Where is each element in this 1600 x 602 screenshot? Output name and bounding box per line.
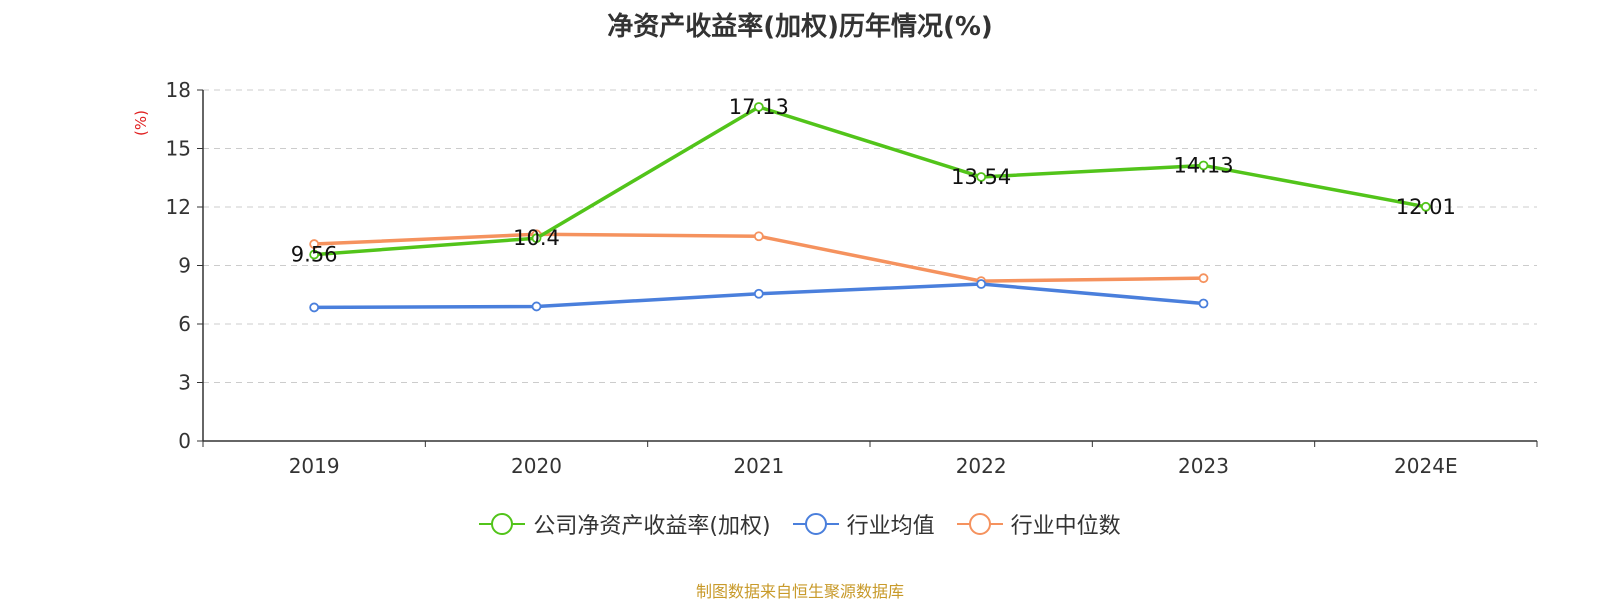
x-tick-label: 2023 bbox=[1178, 454, 1229, 478]
axes: 0 3 6 9 12 15 18 2019 2020 2021 2022 2023 2024E bbox=[166, 78, 1538, 478]
y-tick-label: 9 bbox=[178, 254, 191, 278]
y-tick-label: 12 bbox=[166, 195, 191, 219]
data-point bbox=[1198, 298, 1209, 309]
y-tick-label: 15 bbox=[166, 137, 191, 161]
series-line bbox=[314, 232, 1204, 283]
legend-label: 行业中位数 bbox=[1010, 514, 1121, 539]
data-point bbox=[531, 301, 542, 312]
legend-item[interactable]: 行业中位数 bbox=[956, 508, 1121, 540]
data-label: 13.54 bbox=[951, 165, 1011, 189]
legend-item[interactable]: 公司净资产收益率(加权) bbox=[479, 508, 771, 540]
data-label: 10.4 bbox=[513, 226, 560, 250]
data-label: 17.13 bbox=[729, 95, 789, 119]
data-point bbox=[1198, 160, 1209, 171]
y-tick-label: 0 bbox=[178, 429, 191, 453]
data-point bbox=[1198, 273, 1209, 284]
series-lines bbox=[309, 102, 1431, 313]
data-label: 9.56 bbox=[291, 243, 338, 267]
x-tick-label: 2022 bbox=[956, 454, 1007, 478]
data-labels: 9.56 10.4 17.13 13.54 14.13 12.01 bbox=[291, 95, 1456, 267]
series-line bbox=[314, 105, 1427, 257]
x-tick-label: 2024E bbox=[1394, 454, 1458, 478]
y-tick-label: 18 bbox=[166, 78, 191, 102]
legend-marker-icon bbox=[956, 513, 1003, 535]
legend-marker-icon bbox=[792, 513, 839, 535]
data-point bbox=[309, 239, 320, 249]
data-point bbox=[531, 233, 542, 244]
legend: 公司净资产收益率(加权) 行业均值 行业中位数 bbox=[0, 508, 1600, 540]
x-tick-label: 2020 bbox=[511, 454, 562, 478]
data-label: 12.01 bbox=[1396, 195, 1456, 219]
data-point bbox=[753, 288, 764, 299]
data-point bbox=[309, 249, 320, 260]
data-point bbox=[309, 302, 320, 313]
grid-lines bbox=[203, 89, 1537, 383]
legend-label: 公司净资产收益率(加权) bbox=[533, 514, 771, 539]
data-point bbox=[753, 231, 764, 242]
data-point bbox=[1420, 201, 1431, 212]
data-label: 14.13 bbox=[1173, 153, 1233, 177]
data-source-note: 制图数据来自恒生聚源数据库 bbox=[695, 582, 904, 601]
legend-marker-icon bbox=[479, 513, 526, 535]
data-point bbox=[976, 279, 987, 289]
y-axis-label: (%) bbox=[132, 110, 150, 136]
x-tick-label: 2019 bbox=[289, 454, 340, 478]
legend-label: 行业均值 bbox=[846, 514, 935, 539]
data-point bbox=[976, 172, 987, 182]
y-tick-label: 6 bbox=[178, 312, 191, 336]
x-tick-label: 2021 bbox=[733, 454, 784, 478]
legend-item[interactable]: 行业均值 bbox=[792, 508, 935, 540]
data-point bbox=[753, 102, 764, 112]
y-tick-label: 3 bbox=[178, 371, 191, 395]
chart-title: 净资产收益率(加权)历年情况(%) bbox=[607, 12, 993, 42]
